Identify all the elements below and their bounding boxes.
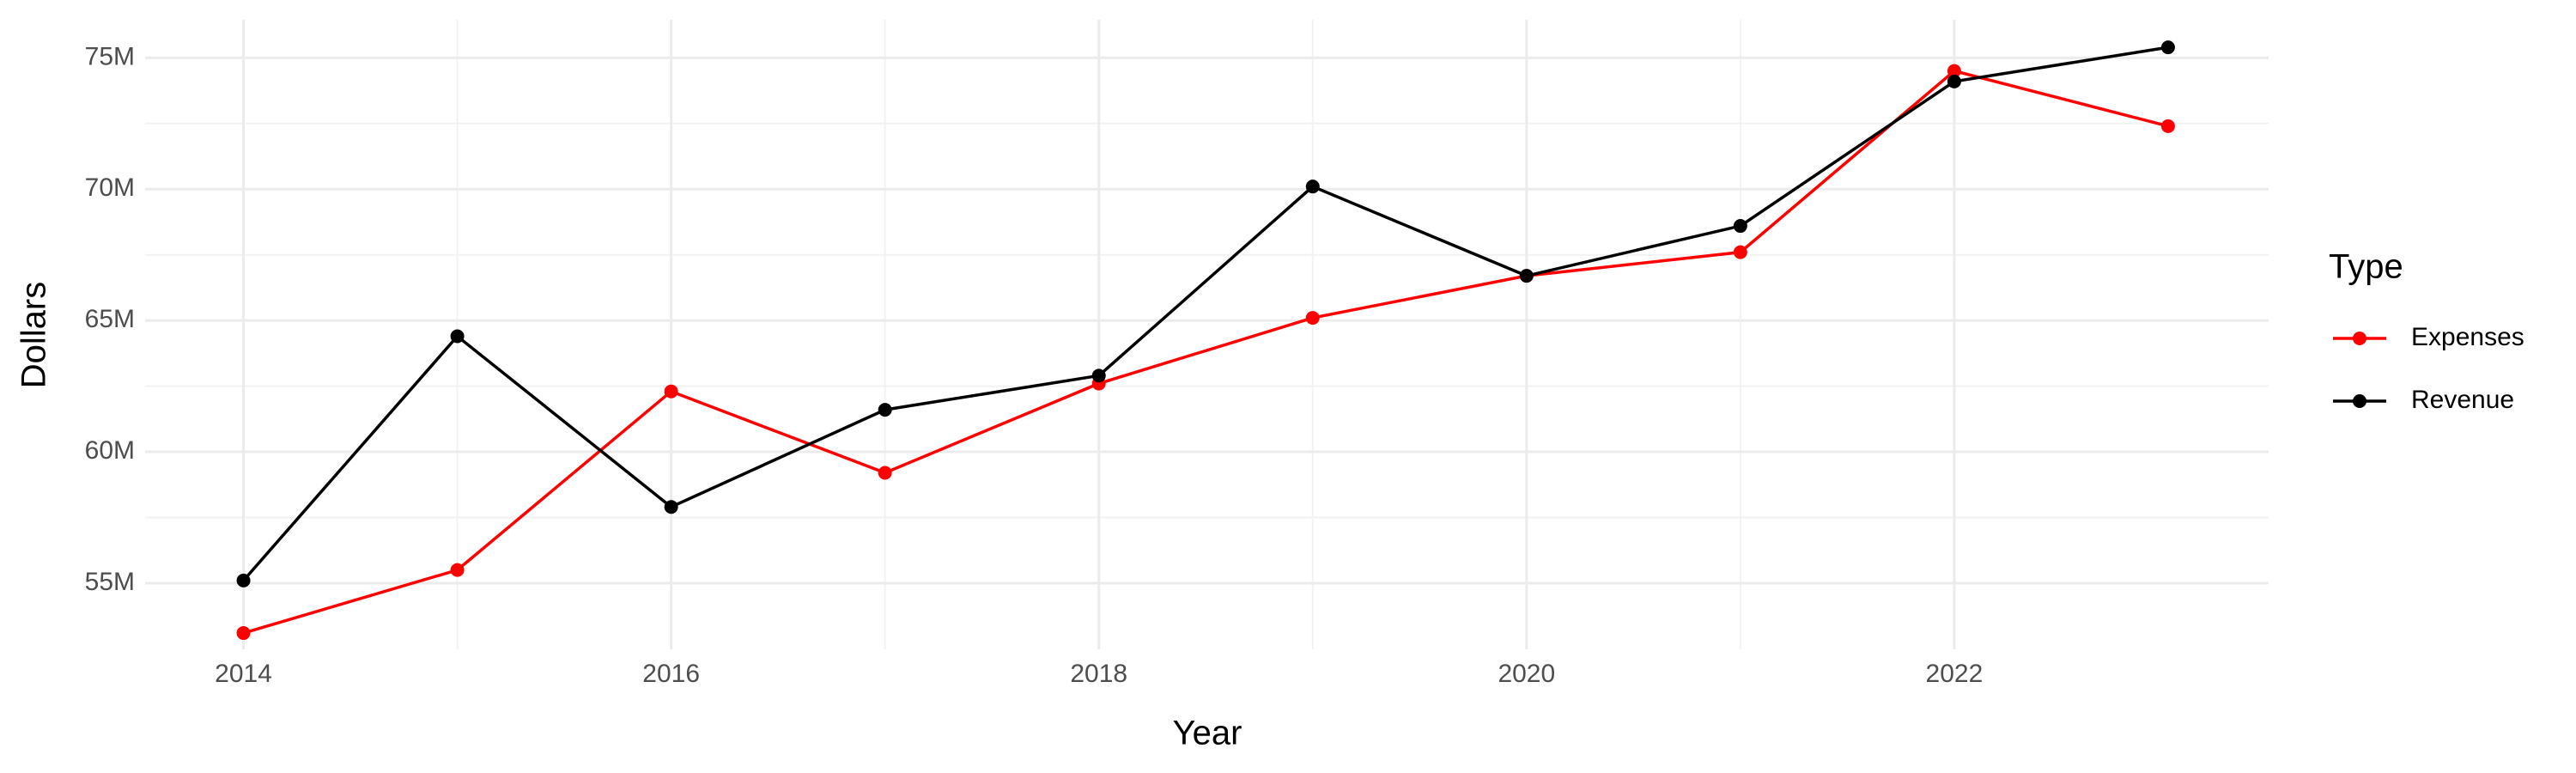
x-tick-label: 2020	[1498, 660, 1555, 688]
data-point	[236, 626, 251, 641]
legend-title: Type	[2329, 248, 2403, 286]
data-point	[1947, 74, 1961, 88]
data-point	[1519, 269, 1534, 283]
x-tick-label: 2018	[1070, 660, 1127, 688]
data-point	[1305, 311, 1320, 326]
y-tick-label: 70M	[85, 173, 135, 202]
data-point	[1091, 368, 1106, 383]
data-point	[878, 466, 892, 480]
legend-point	[2353, 332, 2366, 345]
data-point	[1947, 64, 1961, 78]
data-point	[236, 573, 251, 587]
y-axis-title: Dollars	[15, 282, 53, 388]
data-point	[450, 563, 465, 577]
y-tick-label: 60M	[85, 436, 135, 465]
data-point	[2160, 119, 2175, 133]
y-tick-label: 75M	[85, 42, 135, 70]
x-axis-title: Year	[1173, 715, 1242, 752]
y-tick-label: 65M	[85, 305, 135, 333]
series-line	[242, 46, 2169, 582]
x-tick-label: 2016	[642, 660, 700, 688]
legend-point	[2353, 394, 2366, 408]
data-point	[664, 500, 678, 514]
data-point	[1305, 180, 1320, 194]
data-point	[878, 403, 892, 417]
x-tick-label: 2022	[1926, 660, 1984, 688]
data-point	[450, 329, 465, 344]
legend-label: Expenses	[2411, 323, 2524, 351]
series-line	[243, 69, 2169, 635]
data-point	[664, 384, 678, 399]
legend-label: Revenue	[2411, 386, 2514, 414]
data-point	[1733, 219, 1747, 234]
x-tick-label: 2014	[215, 660, 272, 688]
data-point	[1733, 245, 1747, 259]
data-point	[2160, 40, 2175, 55]
y-tick-label: 55M	[85, 568, 135, 596]
